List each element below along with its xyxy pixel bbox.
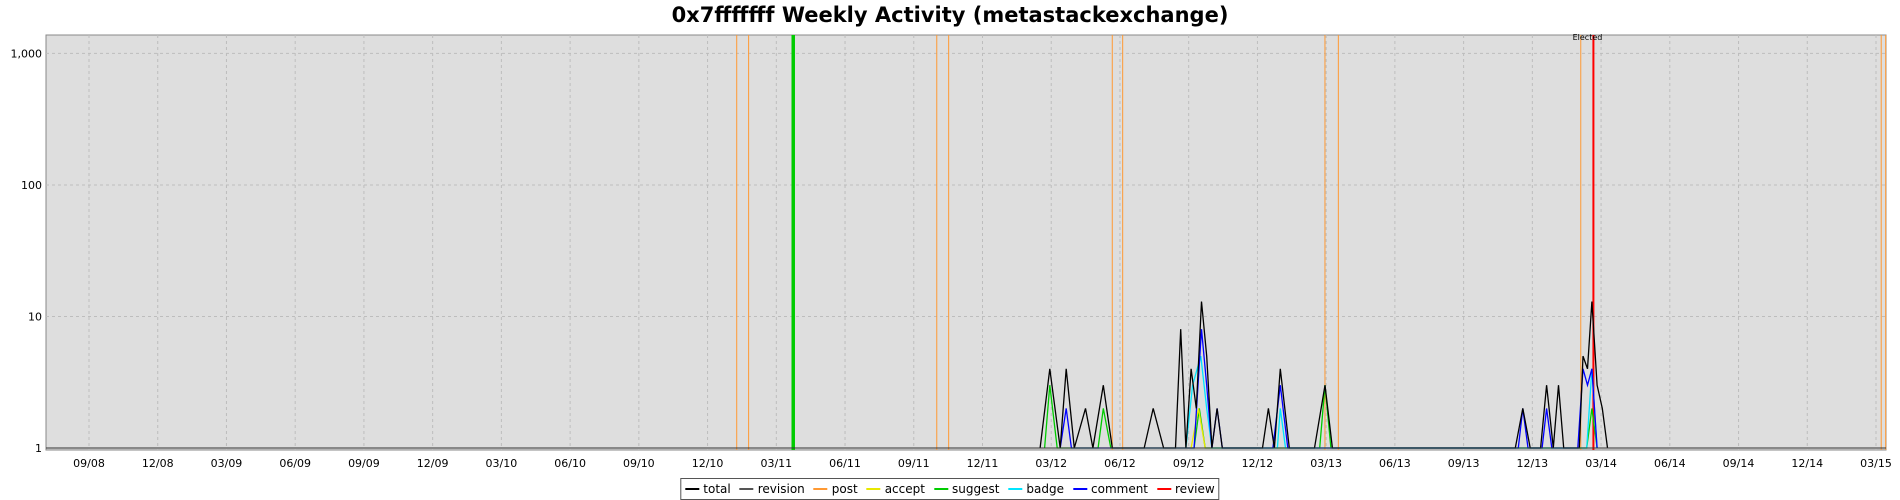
x-tick-label: 12/14 [1791,457,1823,470]
x-tick-label: 09/12 [1173,457,1205,470]
axis-labels: 1 10 100 1,000 09/08 12/08 03/09 06/09 09/09 12/0… [11,47,1892,470]
chart-title: 0x7fffffff Weekly Activity (metastackexc… [671,3,1229,27]
legend-label: comment [1091,482,1149,496]
legend-item-total: total [685,482,731,496]
annotation-label: Elected [1573,33,1603,42]
event-lines [736,35,1887,450]
legend-item-post: post [813,482,858,496]
x-tick-label: 09/13 [1448,457,1480,470]
x-tick-label: 09/11 [898,457,930,470]
legend-item-review: review [1157,482,1215,496]
x-tick-label: 12/08 [142,457,174,470]
x-tick-label: 09/08 [73,457,105,470]
legend-item-badge: badge [1008,482,1064,496]
legend-swatch [1157,488,1172,490]
x-tick-label: 12/10 [692,457,724,470]
legend-label: review [1175,482,1215,496]
legend-swatch [1073,488,1087,490]
x-tick-label: 03/12 [1035,457,1067,470]
legend-swatch [685,488,700,490]
legend-swatch [813,488,828,490]
x-tick-label: 09/10 [623,457,655,470]
x-tick-label: 06/13 [1379,457,1411,470]
series-accept-line [1190,408,1206,449]
y-tick-label: 10 [28,310,42,323]
x-tick-label: 06/11 [829,457,861,470]
x-tick-label: 12/09 [417,457,449,470]
x-tick-label: 09/09 [348,457,380,470]
annotations: Elected [1573,33,1603,42]
legend-item-suggest: suggest [933,482,1000,496]
x-tick-label: 06/14 [1654,457,1686,470]
x-tick-label: 03/09 [211,457,243,470]
plot-background [45,34,1887,451]
legend-swatch [866,488,881,490]
y-tick-label: 100 [21,179,42,192]
x-tick-label: 06/10 [554,457,586,470]
legend-item-revision: revision [739,482,805,496]
legend-label: suggest [951,482,1000,496]
x-tick-label: 03/13 [1310,457,1342,470]
legend-label: post [831,482,858,496]
y-tick-label: 1,000 [11,47,43,60]
legend-label: revision [757,482,805,496]
legend-swatch [933,488,948,490]
legend-label: badge [1026,482,1064,496]
legend-swatch [739,488,754,490]
x-tick-label: 12/11 [967,457,999,470]
legend-label: total [703,482,731,496]
x-tick-label: 03/10 [486,457,518,470]
series-lines [46,301,1886,449]
x-tick-label: 06/09 [279,457,311,470]
legend-item-comment: comment [1073,482,1148,496]
x-tick-label: 12/12 [1242,457,1274,470]
legend: total revision post accept suggest badge comme… [680,478,1220,500]
legend-item-accept: accept [866,482,925,496]
x-tick-label: 03/14 [1585,457,1617,470]
x-tick-label: 12/13 [1516,457,1548,470]
x-tick-label: 06/12 [1104,457,1136,470]
y-tick-label: 1 [35,442,42,455]
x-tick-label: 09/14 [1723,457,1755,470]
legend-label: accept [884,482,925,496]
x-tick-label: 03/15 [1860,457,1892,470]
legend-swatch [1008,488,1023,490]
x-tick-label: 03/11 [760,457,792,470]
